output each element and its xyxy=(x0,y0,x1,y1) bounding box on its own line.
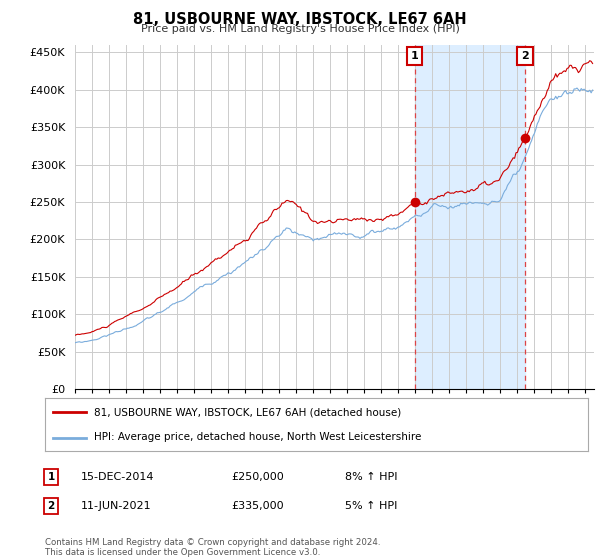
Text: 8% ↑ HPI: 8% ↑ HPI xyxy=(345,472,398,482)
Text: 2: 2 xyxy=(47,501,55,511)
Text: 1: 1 xyxy=(411,51,419,61)
Bar xyxy=(415,45,525,389)
Text: 11-JUN-2021: 11-JUN-2021 xyxy=(81,501,152,511)
Text: Price paid vs. HM Land Registry's House Price Index (HPI): Price paid vs. HM Land Registry's House … xyxy=(140,24,460,34)
Text: Contains HM Land Registry data © Crown copyright and database right 2024.
This d: Contains HM Land Registry data © Crown c… xyxy=(45,538,380,557)
Text: 81, USBOURNE WAY, IBSTOCK, LE67 6AH: 81, USBOURNE WAY, IBSTOCK, LE67 6AH xyxy=(133,12,467,27)
Text: 15-DEC-2014: 15-DEC-2014 xyxy=(81,472,155,482)
Text: £335,000: £335,000 xyxy=(231,501,284,511)
Text: 2: 2 xyxy=(521,51,529,61)
Text: 81, USBOURNE WAY, IBSTOCK, LE67 6AH (detached house): 81, USBOURNE WAY, IBSTOCK, LE67 6AH (det… xyxy=(94,408,401,418)
Text: 1: 1 xyxy=(47,472,55,482)
Text: £250,000: £250,000 xyxy=(231,472,284,482)
Text: HPI: Average price, detached house, North West Leicestershire: HPI: Average price, detached house, Nort… xyxy=(94,432,421,442)
Text: 5% ↑ HPI: 5% ↑ HPI xyxy=(345,501,397,511)
